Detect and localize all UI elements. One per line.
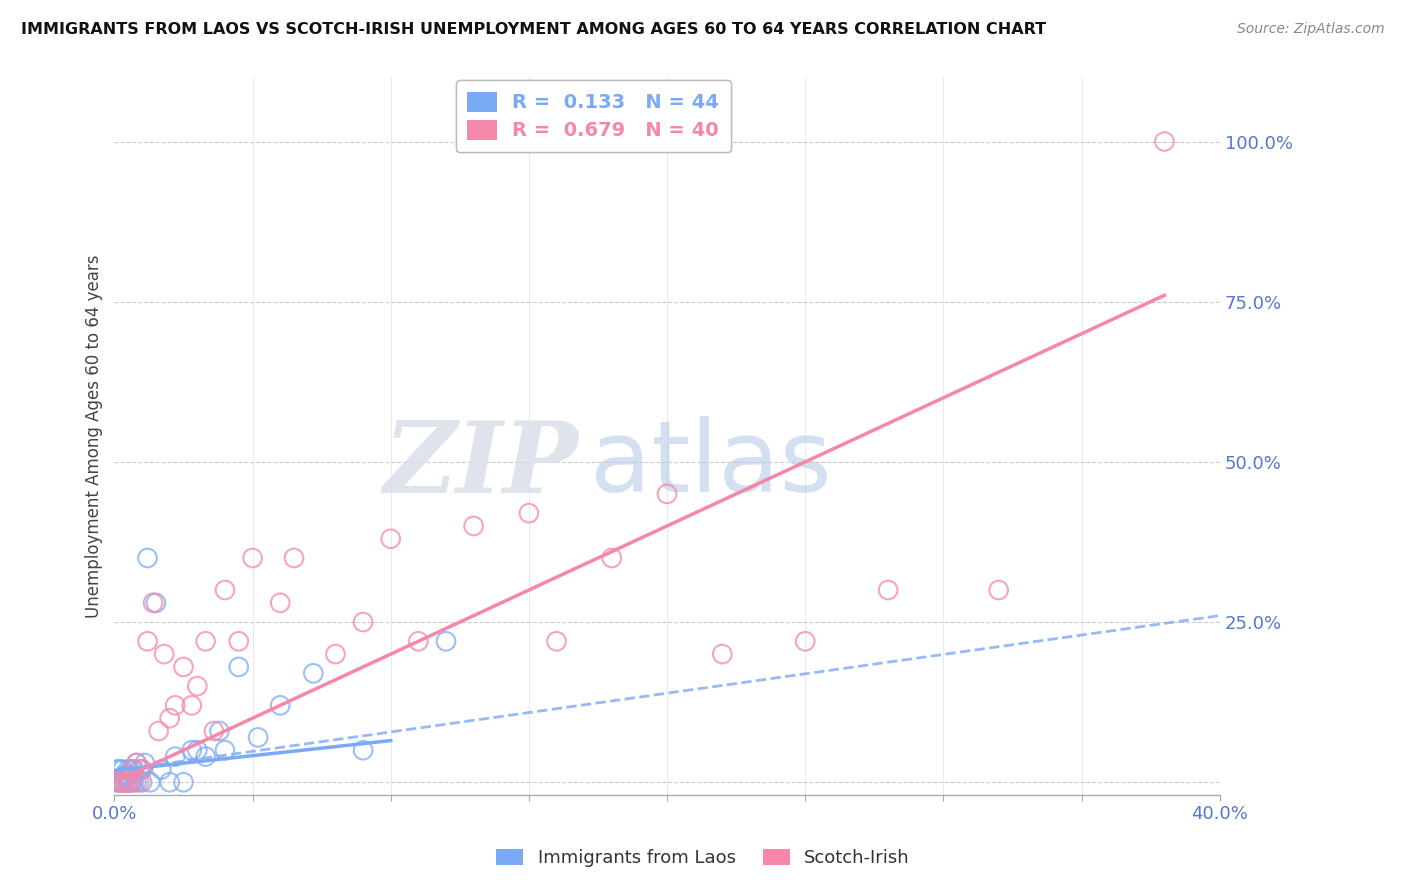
Point <box>208 723 231 738</box>
Point <box>194 634 217 648</box>
Point <box>111 775 134 789</box>
Point <box>120 763 142 777</box>
Point <box>125 756 148 770</box>
Point <box>114 775 136 789</box>
Point <box>105 775 128 789</box>
Text: atlas: atlas <box>589 417 831 514</box>
Point <box>228 634 250 648</box>
Point <box>214 582 236 597</box>
Point <box>117 775 139 789</box>
Point <box>173 775 195 789</box>
Point <box>159 775 181 789</box>
Point <box>159 711 181 725</box>
Point <box>114 769 136 783</box>
Point <box>108 775 131 789</box>
Point <box>194 749 217 764</box>
Point <box>877 582 900 597</box>
Point <box>247 731 270 745</box>
Point <box>186 679 208 693</box>
Point <box>122 763 145 777</box>
Point <box>136 551 159 566</box>
Point <box>145 596 167 610</box>
Point <box>117 769 139 783</box>
Point <box>117 775 139 789</box>
Point <box>148 723 170 738</box>
Point <box>125 775 148 789</box>
Point <box>202 723 225 738</box>
Point <box>302 666 325 681</box>
Point <box>214 743 236 757</box>
Point <box>463 519 485 533</box>
Point <box>228 660 250 674</box>
Point <box>546 634 568 648</box>
Text: IMMIGRANTS FROM LAOS VS SCOTCH-IRISH UNEMPLOYMENT AMONG AGES 60 TO 64 YEARS CORR: IMMIGRANTS FROM LAOS VS SCOTCH-IRISH UNE… <box>21 22 1046 37</box>
Point <box>108 775 131 789</box>
Point <box>111 763 134 777</box>
Point <box>794 634 817 648</box>
Point <box>165 749 187 764</box>
Point <box>136 634 159 648</box>
Point <box>600 551 623 566</box>
Point <box>380 532 402 546</box>
Point <box>128 763 150 777</box>
Text: ZIP: ZIP <box>384 417 579 513</box>
Point <box>131 763 153 777</box>
Point <box>134 756 156 770</box>
Point <box>711 647 734 661</box>
Point <box>517 506 540 520</box>
Point <box>165 698 187 713</box>
Point <box>120 775 142 789</box>
Text: Source: ZipAtlas.com: Source: ZipAtlas.com <box>1237 22 1385 37</box>
Point <box>269 596 291 610</box>
Point <box>186 743 208 757</box>
Point <box>153 647 176 661</box>
Point <box>180 743 202 757</box>
Point <box>105 763 128 777</box>
Legend: R =  0.133   N = 44, R =  0.679   N = 40: R = 0.133 N = 44, R = 0.679 N = 40 <box>456 80 731 153</box>
Point <box>120 775 142 789</box>
Point <box>125 756 148 770</box>
Point <box>108 775 131 789</box>
Point <box>111 775 134 789</box>
Point <box>150 763 173 777</box>
Legend: Immigrants from Laos, Scotch-Irish: Immigrants from Laos, Scotch-Irish <box>489 841 917 874</box>
Point <box>108 763 131 777</box>
Point <box>434 634 457 648</box>
Point <box>655 487 678 501</box>
Point <box>131 763 153 777</box>
Point <box>139 775 162 789</box>
Point <box>352 615 374 629</box>
Point <box>173 660 195 674</box>
Point <box>120 775 142 789</box>
Point <box>180 698 202 713</box>
Point <box>122 763 145 777</box>
Point <box>269 698 291 713</box>
Point <box>325 647 347 661</box>
Point <box>283 551 305 566</box>
Y-axis label: Unemployment Among Ages 60 to 64 years: Unemployment Among Ages 60 to 64 years <box>86 254 103 618</box>
Point <box>111 775 134 789</box>
Point <box>242 551 264 566</box>
Point <box>111 769 134 783</box>
Point <box>114 775 136 789</box>
Point <box>408 634 430 648</box>
Point <box>117 763 139 777</box>
Point <box>1153 135 1175 149</box>
Point <box>128 775 150 789</box>
Point <box>987 582 1010 597</box>
Point <box>122 775 145 789</box>
Point <box>131 775 153 789</box>
Point <box>105 775 128 789</box>
Point <box>117 775 139 789</box>
Point <box>142 596 165 610</box>
Point <box>352 743 374 757</box>
